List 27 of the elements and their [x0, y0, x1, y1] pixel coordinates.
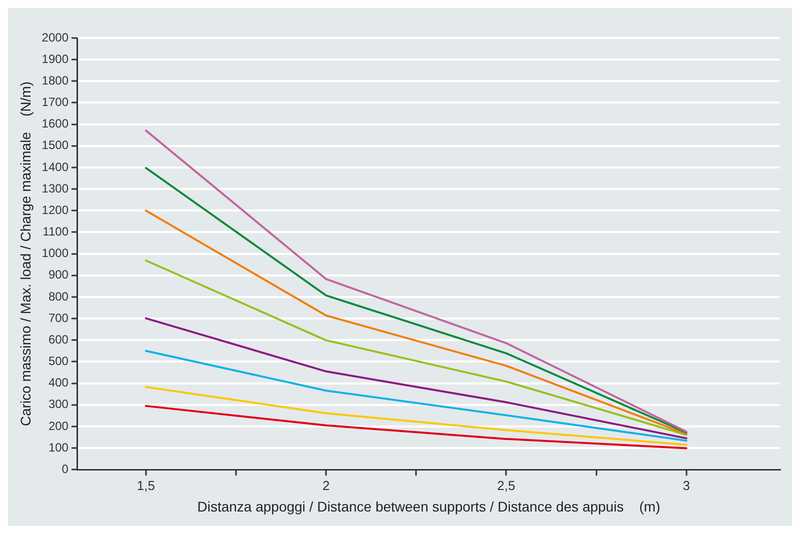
y-tick-label: 1100	[42, 224, 69, 239]
y-tick-label: 400	[48, 376, 69, 390]
y-tick-label: 600	[48, 332, 69, 346]
y-tick-label: 1700	[42, 95, 69, 110]
y-tick-label: 500	[48, 354, 69, 368]
y-tick-label: 900	[48, 268, 69, 282]
y-tick-label: 1000	[42, 246, 69, 260]
y-tick-label: 1400	[42, 160, 69, 174]
x-tick-label: 1,5	[136, 478, 155, 493]
y-tick-label: 1600	[42, 116, 69, 131]
y-tick-label: 1900	[42, 52, 69, 66]
y-tick-label: 200	[48, 418, 69, 433]
y-tick-label: 800	[48, 289, 69, 304]
y-tick-label: 0	[62, 462, 69, 476]
y-tick-label: 700	[48, 310, 69, 325]
y-tick-label: 1500	[42, 138, 69, 152]
y-axis-title: Carico massimo / Max. load / Charge maximale (N/m)	[17, 81, 34, 426]
y-tick-label: 1300	[42, 181, 69, 196]
x-tick-label: 3	[682, 478, 690, 493]
y-tick-label: 100	[48, 440, 69, 454]
y-tick-label: 2000	[42, 30, 69, 44]
y-tick-label: 1800	[42, 73, 69, 88]
x-axis-title: Distanza appoggi / Distance between supports / Distance des appuis (m)	[197, 498, 660, 514]
y-tick-label: 1200	[42, 202, 69, 217]
y-tick-label: 300	[48, 397, 69, 412]
x-tick-label: 2	[322, 478, 330, 493]
x-tick-label: 2,5	[497, 478, 516, 493]
